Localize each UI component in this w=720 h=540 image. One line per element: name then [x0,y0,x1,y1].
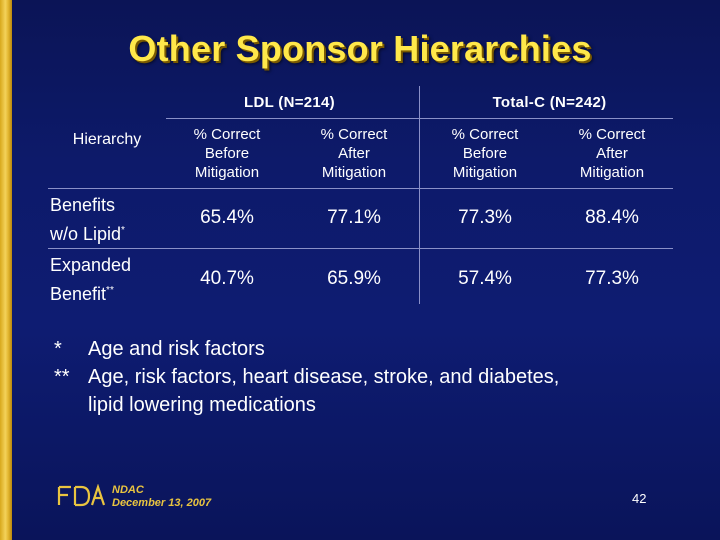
group-header-ldl: LDL (N=214) [244,94,335,111]
subheader-ldl-after: % Correct After Mitigation [320,126,388,181]
table-cell: 77.3% [458,207,512,228]
accent-bar [0,0,12,540]
group-divider [419,86,420,304]
row-label-benefits: Benefits w/o Lipid* [50,195,125,244]
hierarchy-header: Hierarchy [72,131,142,148]
footer-meeting-info: NDAC December 13, 2007 [112,484,212,509]
row-divider [48,248,673,249]
subheader-total-before: % Correct Before Mitigation [451,126,519,181]
group-header-total-c: Total-C (N=242) [492,94,607,111]
footnote-1: * Age and risk factors [54,338,265,360]
table-cell: 40.7% [200,268,254,289]
table-cell: 88.4% [585,207,639,228]
footnote-2: ** Age, risk factors, heart disease, stro… [54,366,560,388]
subheader-total-after: % Correct After Mitigation [578,126,646,181]
table-cell: 57.4% [458,268,512,289]
table-cell: 65.9% [327,268,381,289]
subheader-ldl-before: % Correct Before Mitigation [193,126,261,181]
row-label-expanded: Expanded Benefit** [50,255,132,304]
page-number: 42 [632,491,647,506]
header-bottom-rule [48,188,673,189]
fda-logo-icon [57,484,106,507]
table-cell: 77.3% [585,268,639,289]
table-cell: 65.4% [200,207,254,228]
footnotes: * Age and risk factors ** Age, risk factor… [54,335,694,419]
table-cell: 77.1% [327,207,381,228]
slide-title: Other Sponsor Hierarchies [128,28,592,69]
footnote-2-continuation: lipid lowering medications [88,394,316,416]
